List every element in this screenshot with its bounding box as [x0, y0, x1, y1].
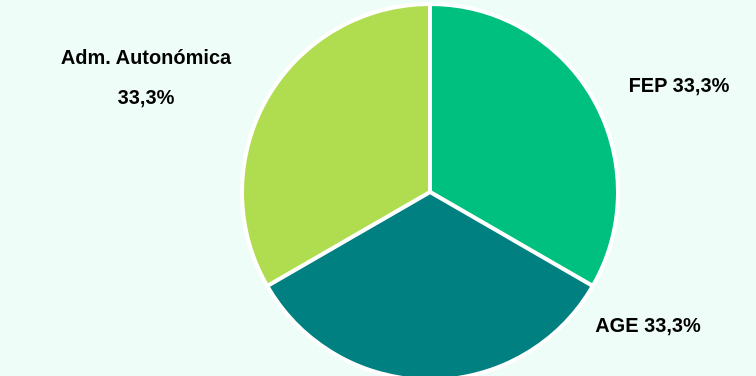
slice-label-fep: FEP 33,3% [629, 75, 730, 97]
slice-label-adm-autonomica: Adm. Autonómica [61, 47, 232, 69]
slice-label-adm-autonomica-value: 33,3% [118, 87, 175, 109]
slice-label-age: AGE 33,3% [595, 315, 701, 337]
pie-slice-fep [428, 2, 620, 288]
pie-slice-adm-autonomica [240, 2, 432, 288]
pie-labels: FEP 33,3% AGE 33,3% Adm. Autonómica 33,3… [61, 47, 730, 337]
pie-slices [240, 2, 620, 376]
pie-slice-age [265, 190, 595, 376]
